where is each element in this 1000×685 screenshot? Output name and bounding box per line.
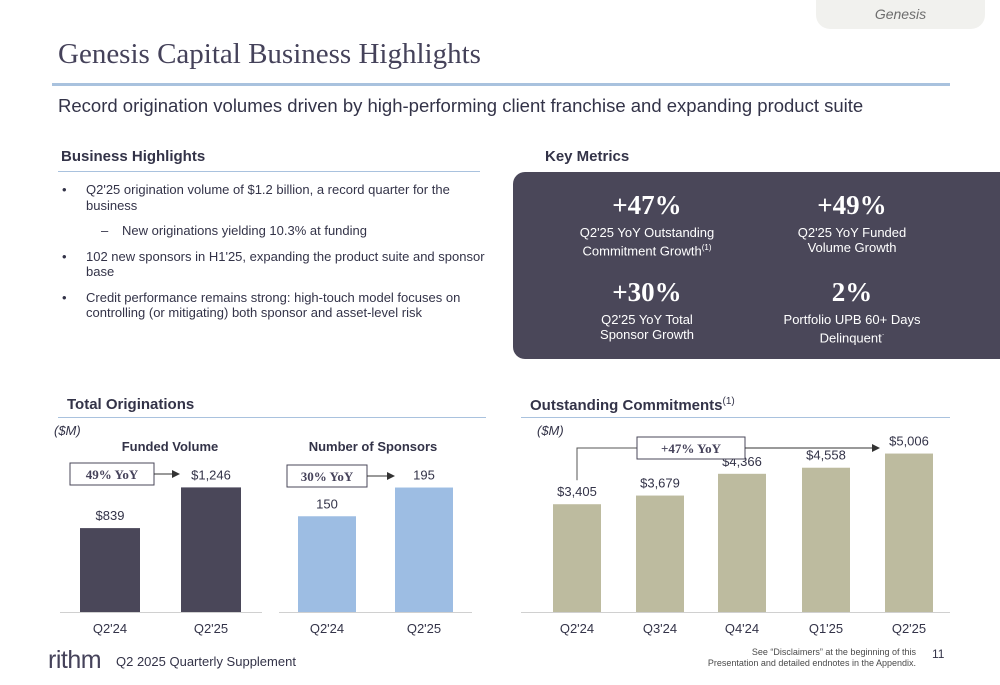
- footer-disclaimer: See “Disclaimers” at the beginning of th…: [640, 647, 916, 669]
- sponsors-data-label: 195: [413, 468, 435, 483]
- metric-label: Q2'25 YoY Total Sponsor Growth: [537, 312, 757, 342]
- bullet-text: Credit performance remains strong: high-…: [86, 289, 461, 321]
- business-highlights-rule: [58, 171, 480, 172]
- total-originations-rule: [58, 417, 486, 418]
- metric-label-line1: Q2'25 YoY Outstanding: [579, 225, 715, 240]
- commitments-annotation-text: +47% YoY: [661, 441, 722, 456]
- bullet-item: • Q2'25 origination volume of $1.2 billi…: [58, 182, 488, 213]
- title-rule: [52, 83, 950, 86]
- footer-text: Q2 2025 Quarterly Supplement: [116, 654, 296, 669]
- commitments-data-label: $3,679: [640, 476, 680, 491]
- bullet-text: New originations yielding 10.3% at fundi…: [122, 223, 367, 238]
- metric-label-line2: Sponsor Growth: [600, 327, 694, 342]
- commitments-tick-label: Q1'25: [809, 621, 843, 636]
- sponsors-tick-label: Q2'24: [310, 621, 344, 636]
- metric-footnote: (1): [701, 243, 712, 252]
- funded-volume-data-label: $1,246: [191, 467, 231, 482]
- funded-volume-arrow-head: [172, 470, 180, 478]
- metric-label-line1: Portfolio UPB 60+ Days: [783, 312, 921, 327]
- outstanding-commitments-rule: [521, 417, 950, 418]
- metric-label: Q2'25 YoY Outstanding Commitment Growth(…: [537, 225, 757, 258]
- commitments-data-label: $5,006: [889, 434, 929, 449]
- bullet-mark: –: [101, 223, 109, 238]
- commitments-bar: [553, 504, 601, 612]
- rithm-logo: rithm: [48, 646, 102, 674]
- page-number: 11: [932, 647, 945, 661]
- metric-sponsor-growth: +30% Q2'25 YoY Total Sponsor Growth: [537, 276, 757, 342]
- commitments-bar: [718, 473, 766, 612]
- key-metrics-heading: Key Metrics: [545, 148, 630, 165]
- funded-volume-annotation-text: 49% YoY: [86, 467, 139, 482]
- commitments-bar: [802, 467, 850, 612]
- sponsors-bar: [298, 516, 356, 612]
- metric-label-line1: Q2'25 YoY Total: [601, 312, 693, 327]
- business-highlights-list: • Q2'25 origination volume of $1.2 billi…: [58, 182, 488, 331]
- bullet-mark: •: [62, 182, 67, 197]
- commitments-tick-label: Q2'24: [560, 621, 594, 636]
- commitments-bracket-line: [576, 447, 637, 481]
- commitments-tick-label: Q2'25: [892, 621, 926, 636]
- metric-label-line2: Commitment Growth: [582, 243, 702, 259]
- bullet-item: • 102 new sponsors in H1'25, expanding t…: [58, 249, 488, 280]
- commitments-tick-label: Q3'24: [643, 621, 677, 636]
- key-metrics-panel: +47% Q2'25 YoY Outstanding Commitment Gr…: [513, 172, 1000, 359]
- sponsors-arrow-head: [387, 472, 395, 480]
- footer-disclaimer-line2: Presentation and detailed endnotes in th…: [707, 658, 916, 668]
- bullet-item: • Credit performance remains strong: hig…: [58, 290, 488, 321]
- outstanding-commitments-unit: ($M): [537, 423, 564, 438]
- metric-value: +47%: [612, 190, 682, 220]
- metric-delinquency: 2% Portfolio UPB 60+ Days Delinquent·: [742, 276, 962, 345]
- sponsors-chart-title: Number of Sponsors: [308, 439, 438, 454]
- funded-volume-title: Funded Volume: [121, 439, 219, 454]
- section-tab: Genesis: [816, 0, 985, 29]
- metric-footnote: ·: [881, 330, 885, 339]
- bullet-mark: •: [62, 289, 67, 305]
- sponsors-annotation-text: 30% YoY: [301, 469, 354, 484]
- page-title: Genesis Capital Business Highlights: [58, 38, 481, 70]
- commitments-tick-label: Q4'24: [725, 621, 759, 636]
- sponsors-bar: [395, 487, 453, 612]
- metric-label-line2: Delinquent: [819, 330, 882, 346]
- metric-value: +30%: [612, 277, 682, 307]
- funded-volume-bar: [80, 528, 140, 612]
- business-highlights-heading: Business Highlights: [61, 148, 206, 165]
- commitments-bar: [885, 453, 933, 612]
- funded-volume-bar: [181, 487, 241, 612]
- metric-funded-volume-growth: +49% Q2'25 YoY Funded Volume Growth: [742, 189, 962, 255]
- metric-label-line1: Q2'25 YoY Funded: [797, 225, 907, 240]
- metric-outstanding-commitment-growth: +47% Q2'25 YoY Outstanding Commitment Gr…: [537, 189, 757, 258]
- total-originations-unit: ($M): [54, 423, 81, 438]
- outstanding-commitments-footnote: (1): [722, 396, 735, 407]
- commitments-bar: [636, 495, 684, 612]
- commitments-data-label: $3,405: [557, 484, 597, 499]
- bullet-text: Q2'25 origination volume of $1.2 billion…: [86, 182, 450, 213]
- outstanding-commitments-heading-text: Outstanding Commitments: [530, 397, 723, 414]
- commitments-arrow-head: [872, 444, 880, 452]
- funded-volume-data-label: $839: [96, 508, 125, 523]
- sub-bullet-item: – New originations yielding 10.3% at fun…: [58, 223, 488, 239]
- page-subtitle: Record origination volumes driven by hig…: [58, 95, 864, 116]
- metric-label: Portfolio UPB 60+ Days Delinquent·: [742, 312, 962, 345]
- outstanding-commitments-heading: Outstanding Commitments(1): [530, 396, 735, 414]
- funded-volume-tick-label: Q2'24: [93, 621, 127, 636]
- metric-value: +49%: [817, 190, 887, 220]
- footer-disclaimer-line1: See “Disclaimers” at the beginning of th…: [751, 647, 916, 657]
- commitments-data-label: $4,558: [806, 448, 846, 463]
- funded-volume-tick-label: Q2'25: [194, 621, 228, 636]
- metric-label: Q2'25 YoY Funded Volume Growth: [742, 225, 962, 255]
- sponsors-tick-label: Q2'25: [407, 621, 441, 636]
- total-originations-heading: Total Originations: [67, 396, 195, 413]
- metric-value: 2%: [831, 277, 873, 307]
- bullet-mark: •: [62, 248, 67, 264]
- metric-label-line2: Volume Growth: [807, 240, 897, 255]
- sponsors-data-label: 150: [316, 496, 338, 511]
- bullet-text: 102 new sponsors in H1'25, expanding the…: [86, 248, 485, 280]
